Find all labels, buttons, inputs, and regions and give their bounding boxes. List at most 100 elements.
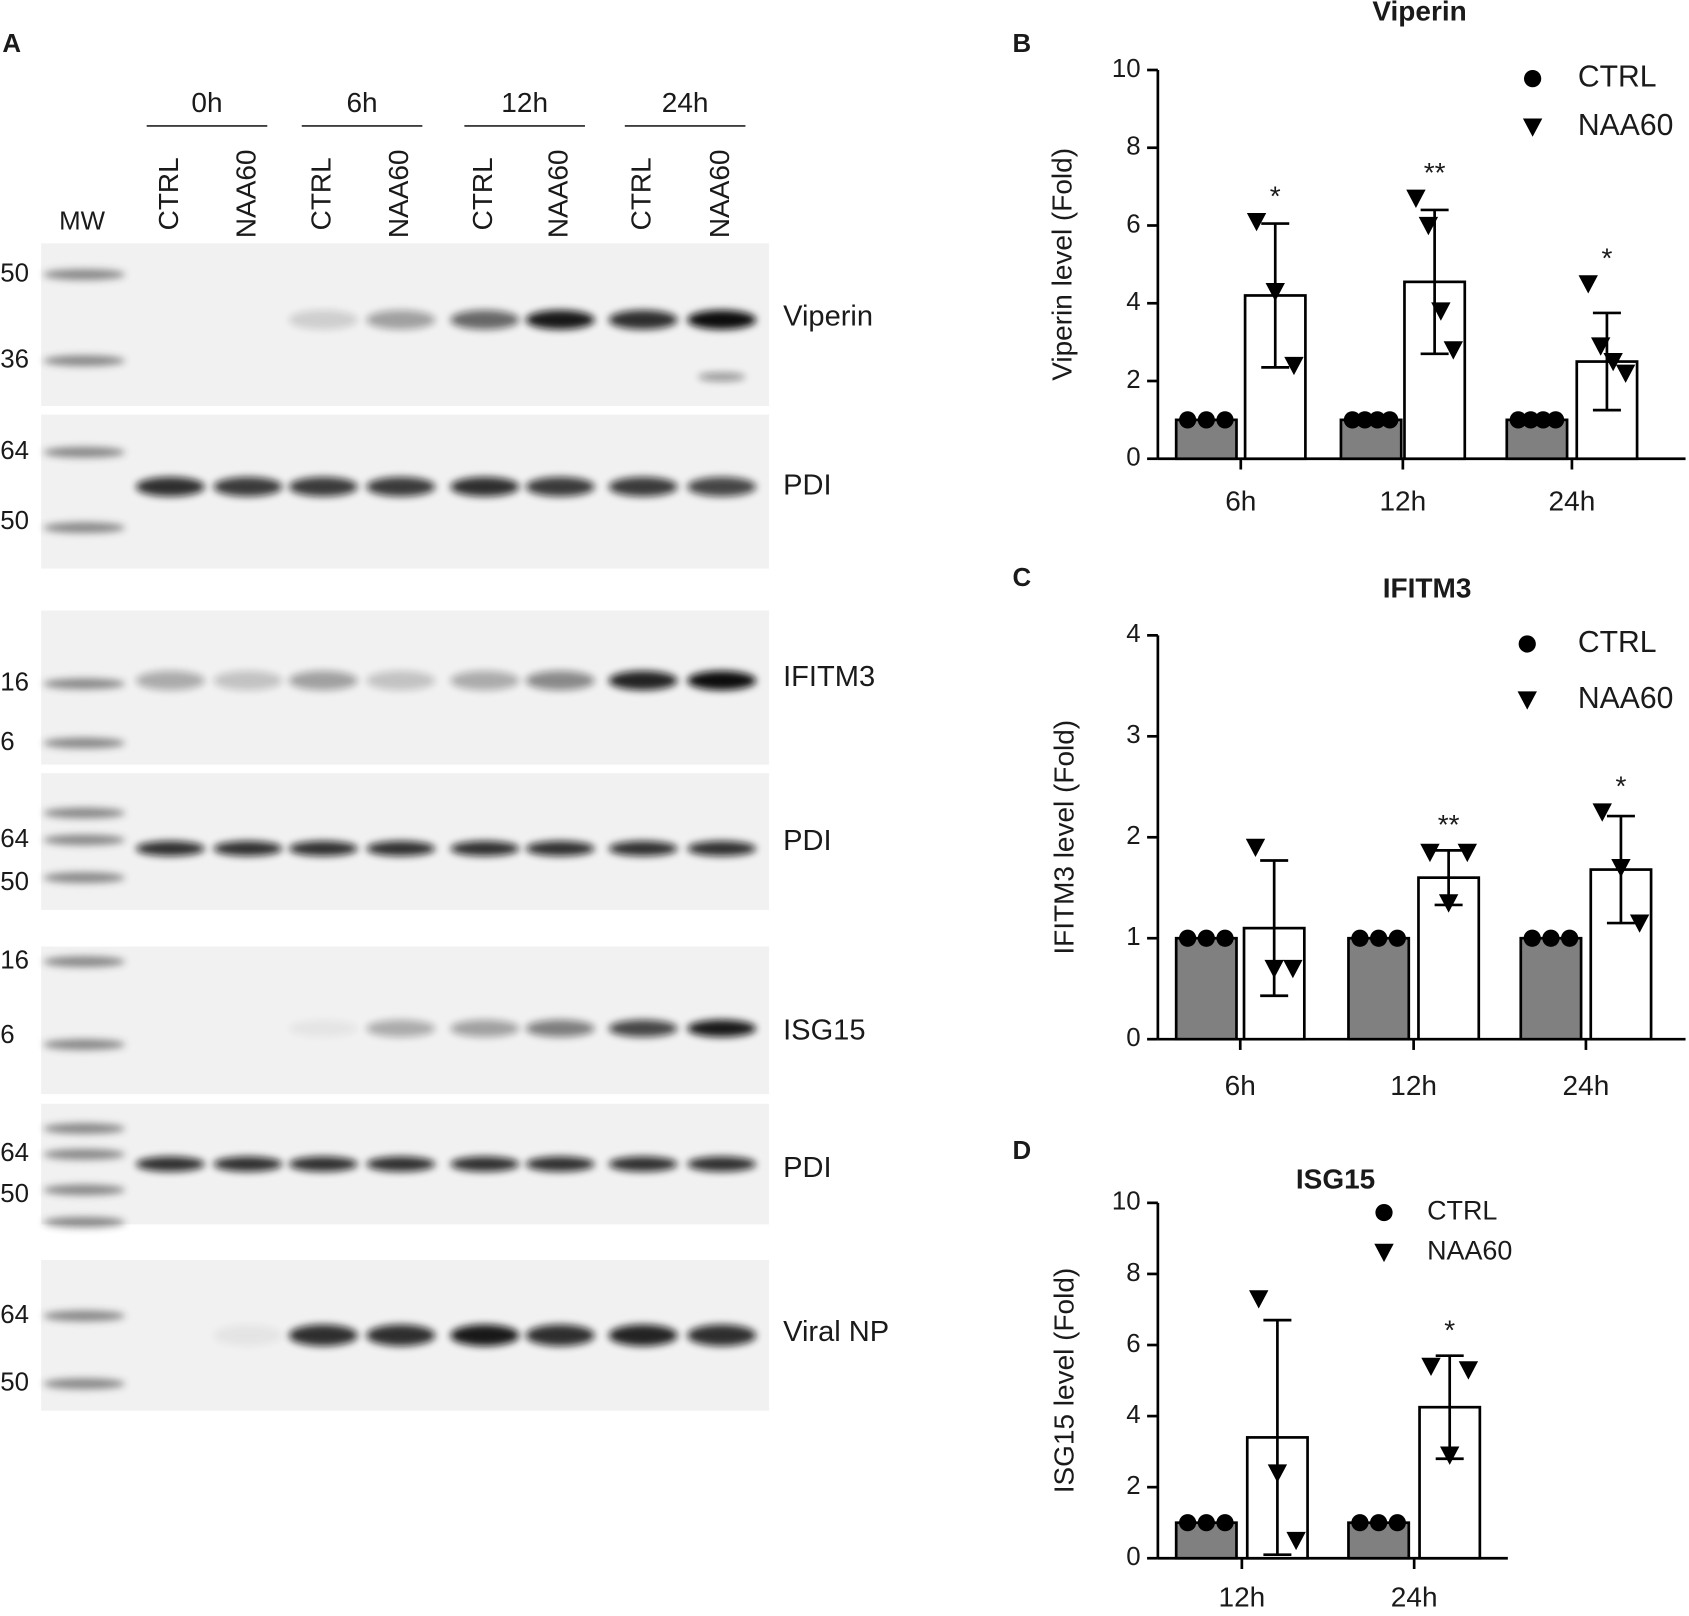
protein-band: [288, 841, 358, 857]
protein-label: Viperin: [783, 300, 873, 332]
protein-band: [608, 1019, 678, 1038]
data-point: [1547, 411, 1565, 429]
protein-band: [525, 1019, 595, 1038]
mw-marker: 36: [0, 346, 29, 374]
ladder-band: [43, 1123, 126, 1134]
lane-label: NAA60: [704, 150, 735, 239]
data-point: [1388, 1514, 1406, 1532]
mw-marker: 50: [0, 507, 29, 535]
ladder-band: [43, 355, 126, 367]
protein-band: [450, 1324, 520, 1347]
ladder-band: [43, 1039, 126, 1050]
protein-band: [525, 310, 595, 330]
protein-label: IFITM3: [783, 661, 875, 693]
data-point: [1216, 1514, 1234, 1532]
data-point: [1615, 364, 1636, 383]
data-point: [1388, 929, 1406, 947]
error-bar: [1420, 208, 1449, 356]
time-label: 0h: [191, 87, 222, 118]
ladder-band: [43, 678, 126, 690]
y-tick-label: 2: [1126, 1472, 1140, 1500]
data-point: [1245, 838, 1266, 858]
lane-label: CTRL: [153, 157, 184, 230]
protein-band: [687, 670, 757, 691]
legend-label: NAA60: [1578, 682, 1674, 715]
y-tick-label: 3: [1126, 721, 1140, 749]
legend-marker: [1524, 69, 1542, 88]
panel-label: C: [1012, 564, 1031, 592]
data-point: [1443, 341, 1464, 360]
protein-band: [288, 1324, 358, 1347]
data-point: [1592, 803, 1612, 822]
protein-band: [525, 1156, 595, 1172]
mw-marker: 64: [0, 437, 29, 465]
protein-label: Viral NP: [783, 1316, 889, 1348]
protein-band: [135, 670, 205, 691]
mw-marker: 50: [0, 1369, 29, 1397]
data-point: [1457, 843, 1478, 863]
y-tick-label: 0: [1126, 1543, 1140, 1571]
data-point: [1438, 894, 1459, 913]
data-point: [1343, 411, 1362, 429]
legend-label: CTRL: [1578, 61, 1657, 94]
x-tick-label: 12h: [1219, 1582, 1266, 1611]
mw-marker: 50: [0, 868, 29, 896]
data-point: [1179, 1514, 1197, 1532]
protein-band: [213, 841, 283, 857]
data-point: [1522, 411, 1540, 429]
protein-band: [608, 1324, 678, 1347]
data-point: [1611, 858, 1631, 878]
protein-band: [525, 670, 595, 691]
x-tick-label: 24h: [1549, 485, 1596, 516]
data-point: [1370, 929, 1388, 947]
data-point: [1381, 411, 1399, 429]
chart-title: Viperin: [1372, 0, 1466, 26]
protein-band: [135, 477, 205, 497]
time-label: 24h: [662, 87, 709, 118]
protein-band: [608, 477, 678, 497]
y-tick-label: 2: [1126, 366, 1140, 394]
significance-label: **: [1424, 157, 1446, 188]
lane-label: NAA60: [383, 150, 414, 239]
protein-band: [288, 1019, 358, 1038]
legend-label: NAA60: [1427, 1236, 1512, 1266]
chart-title: ISG15: [1296, 1164, 1375, 1195]
legend-label: CTRL: [1578, 626, 1657, 659]
protein-band: [525, 477, 595, 497]
data-point: [1561, 929, 1579, 947]
data-point: [1603, 352, 1623, 372]
protein-band: [450, 670, 520, 691]
data-point: [1406, 189, 1426, 208]
lane-label: NAA60: [230, 150, 261, 239]
y-tick-label: 10: [1112, 1188, 1141, 1216]
protein-band: [288, 670, 358, 691]
data-point: [1431, 302, 1451, 321]
lane-label: NAA60: [543, 150, 574, 239]
protein-band: [450, 1156, 520, 1172]
data-point: [1509, 411, 1527, 429]
data-point: [1283, 959, 1303, 979]
mw-marker: 16: [0, 946, 29, 974]
ladder-band: [43, 1149, 126, 1160]
protein-band: [450, 477, 520, 497]
legend-marker: [1522, 118, 1543, 137]
protein-band: [366, 841, 436, 857]
data-point: [1629, 914, 1650, 933]
mw-marker: 6: [0, 728, 14, 756]
panel-label: B: [1012, 30, 1031, 58]
data-point: [1351, 1514, 1369, 1532]
protein-band: [213, 477, 283, 497]
data-point: [1420, 843, 1440, 863]
legend-marker: [1375, 1203, 1393, 1222]
lane-label: CTRL: [306, 157, 337, 230]
protein-label: ISG15: [783, 1014, 865, 1046]
protein-band: [687, 841, 757, 857]
legend-marker: [1517, 691, 1537, 710]
ladder-band: [43, 807, 126, 819]
protein-band: [366, 1019, 436, 1038]
data-point: [1418, 216, 1439, 236]
error-bar: [1263, 1318, 1292, 1557]
data-point: [1351, 929, 1369, 947]
data-point: [1246, 212, 1267, 232]
data-point: [1370, 1514, 1388, 1532]
